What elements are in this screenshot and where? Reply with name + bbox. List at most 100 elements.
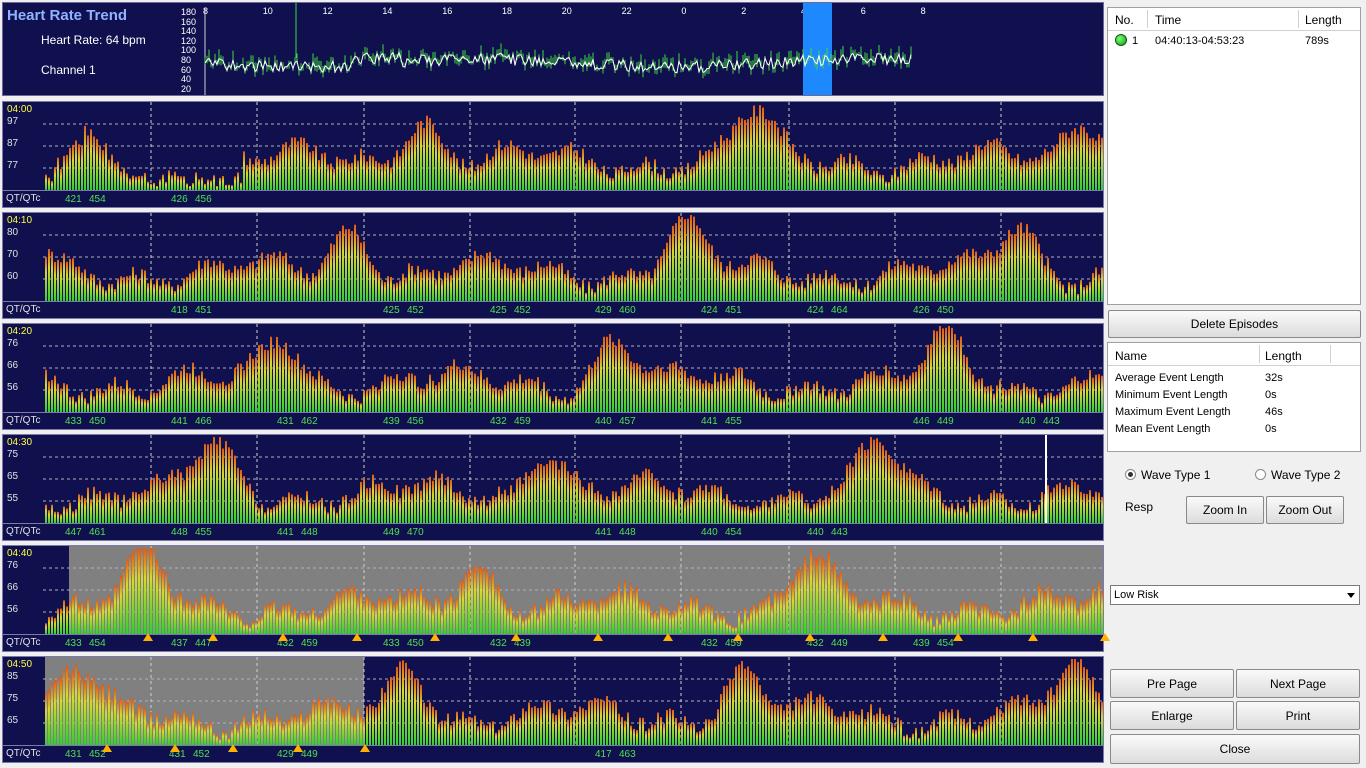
qtc-value: 449 xyxy=(937,416,954,427)
event-marker-arrow-icon[interactable] xyxy=(593,633,603,641)
trend-y-tick: 20 xyxy=(181,83,192,94)
qt-label: QT/QTc xyxy=(6,304,41,315)
zoom-out-button[interactable]: Zoom Out xyxy=(1266,496,1344,524)
event-marker-arrow-icon[interactable] xyxy=(953,633,963,641)
strip-time-label: 04:40 xyxy=(7,548,33,559)
strip-time-label: 04:30 xyxy=(7,437,33,448)
qt-value: 441 xyxy=(277,527,294,538)
strip-y-tick: 55 xyxy=(7,493,19,504)
qt-label: QT/QTc xyxy=(6,415,41,426)
ecg-bars xyxy=(43,546,1103,634)
strip-y-tick: 75 xyxy=(7,449,19,460)
qtc-value: 454 xyxy=(89,194,106,205)
ecg-strip[interactable]: 04:10 80 70 60 QT/QTc 418 451 425 452 425 452 429 46… xyxy=(2,212,1104,322)
wave-type-2-label[interactable]: Wave Type 2 xyxy=(1271,468,1341,482)
strip-y-tick: 60 xyxy=(7,271,19,282)
qtc-value: 448 xyxy=(301,527,318,538)
qt-value: 441 xyxy=(701,416,718,427)
strip-y-tick: 80 xyxy=(7,227,19,238)
episode-header-length[interactable]: Length xyxy=(1305,13,1342,27)
strip-y-tick: 66 xyxy=(7,360,19,371)
ecg-strip[interactable]: 04:30 75 65 55 QT/QTc 447 461 448 455 441 448 449 47… xyxy=(2,434,1104,544)
strip-time-label: 04:20 xyxy=(7,326,33,337)
qtc-value: 451 xyxy=(725,305,742,316)
event-marker-arrow-icon[interactable] xyxy=(430,633,440,641)
qt-value: 424 xyxy=(807,305,824,316)
event-marker-arrow-icon[interactable] xyxy=(208,633,218,641)
event-marker-arrow-icon[interactable] xyxy=(663,633,673,641)
episode-row[interactable]: 1 04:40:13-04:53:23 789s xyxy=(1108,32,1360,50)
resp-label: Resp xyxy=(1125,500,1154,514)
ecg-strip-plot[interactable]: 04:30 75 65 55 xyxy=(2,434,1104,524)
episode-header-no[interactable]: No. xyxy=(1115,13,1134,27)
event-marker-arrow-icon[interactable] xyxy=(511,633,521,641)
event-marker-arrow-icon[interactable] xyxy=(805,633,815,641)
qtc-value: 466 xyxy=(195,416,212,427)
episode-time: 04:40:13-04:53:23 xyxy=(1155,35,1245,47)
qt-row: QT/QTc 433 454 437 447 432 459 433 450 432 439 432 4… xyxy=(2,633,1110,652)
qtc-value: 460 xyxy=(619,305,636,316)
ecg-strip-plot[interactable]: 04:40 76 66 56 xyxy=(2,545,1104,635)
episode-header-time[interactable]: Time xyxy=(1155,13,1182,27)
event-marker-arrow-icon[interactable] xyxy=(278,633,288,641)
heart-rate-trend-panel[interactable]: Heart Rate Trend Heart Rate: 64 bpm Chan… xyxy=(2,2,1104,96)
event-marker-arrow-icon[interactable] xyxy=(228,744,238,752)
delete-episodes-button[interactable]: Delete Episodes xyxy=(1108,310,1361,338)
zoom-in-button[interactable]: Zoom In xyxy=(1186,496,1264,524)
ecg-bars xyxy=(43,324,1103,412)
event-marker-arrow-icon[interactable] xyxy=(170,744,180,752)
trend-plot[interactable] xyxy=(203,3,1103,95)
event-marker-arrow-icon[interactable] xyxy=(1028,633,1038,641)
trend-y-tick: 180 xyxy=(181,7,197,17)
qt-row: QT/QTc 421 454 426 456 xyxy=(2,191,1104,208)
event-marker-arrow-icon[interactable] xyxy=(360,744,370,752)
ecg-strip[interactable]: 04:50 85 75 65 QT/QTc 431 452 431 452 429 449 417 46… xyxy=(2,656,1104,766)
trend-x-tick: 8 xyxy=(203,6,209,16)
stat-value: 0s xyxy=(1265,423,1277,435)
stat-value: 32s xyxy=(1265,372,1283,384)
ecg-strip-plot[interactable]: 04:50 85 75 65 xyxy=(2,656,1104,746)
risk-select[interactable]: Low Risk xyxy=(1110,585,1360,605)
qt-row: QT/QTc 431 452 431 452 429 449 417 463 xyxy=(2,744,1104,763)
ecg-strip[interactable]: 04:20 76 66 56 QT/QTc 433 450 441 466 431 462 439 45… xyxy=(2,323,1104,433)
qt-value: 449 xyxy=(383,527,400,538)
episode-list[interactable]: No. Time Length 1 04:40:13-04:53:23 789s xyxy=(1107,7,1361,305)
close-button[interactable]: Close xyxy=(1110,734,1360,764)
event-marker-arrow-icon[interactable] xyxy=(1100,633,1110,641)
qt-value: 432 xyxy=(807,638,824,649)
qt-value: 421 xyxy=(65,194,82,205)
ecg-strip-plot[interactable]: 04:20 76 66 56 xyxy=(2,323,1104,413)
qtc-value: 456 xyxy=(195,194,212,205)
print-button[interactable]: Print xyxy=(1236,701,1360,730)
event-marker-arrow-icon[interactable] xyxy=(143,633,153,641)
event-marker-arrow-icon[interactable] xyxy=(733,633,743,641)
qt-value: 448 xyxy=(171,527,188,538)
event-marker-arrow-icon[interactable] xyxy=(352,633,362,641)
qtc-value: 470 xyxy=(407,527,424,538)
wave-type-1-radio[interactable] xyxy=(1125,469,1136,480)
stats-header-name[interactable]: Name xyxy=(1115,349,1148,363)
chevron-down-icon[interactable] xyxy=(1347,593,1355,598)
trend-title: Heart Rate Trend xyxy=(7,7,128,24)
strip-y-tick: 97 xyxy=(7,116,19,127)
wave-type-2-radio[interactable] xyxy=(1255,469,1266,480)
qtc-value: 461 xyxy=(89,527,106,538)
qtc-value: 454 xyxy=(937,638,954,649)
qt-value: 431 xyxy=(65,749,82,760)
qt-value: 432 xyxy=(490,416,507,427)
stats-header-length[interactable]: Length xyxy=(1265,349,1302,363)
pre-page-button[interactable]: Pre Page xyxy=(1110,669,1234,698)
trend-y-tick: 80 xyxy=(181,55,192,65)
ecg-strip[interactable]: 04:40 76 66 56 QT/QTc 433 454 437 447 432 459 433 45… xyxy=(2,545,1110,655)
wave-type-1-label[interactable]: Wave Type 1 xyxy=(1141,468,1211,482)
enlarge-button[interactable]: Enlarge xyxy=(1110,701,1234,730)
qt-row: QT/QTc 447 461 448 455 441 448 449 470 441 448 440 4… xyxy=(2,524,1104,541)
trend-x-tick: 0 xyxy=(681,6,687,16)
ecg-strip-plot[interactable]: 04:10 80 70 60 xyxy=(2,212,1104,302)
next-page-button[interactable]: Next Page xyxy=(1236,669,1360,698)
event-marker-arrow-icon[interactable] xyxy=(878,633,888,641)
event-marker-arrow-icon[interactable] xyxy=(293,744,303,752)
event-marker-arrow-icon[interactable] xyxy=(102,744,112,752)
ecg-strip[interactable]: 04:00 97 87 77 QT/QTc 421 454 426 456 xyxy=(2,101,1104,211)
ecg-strip-plot[interactable]: 04:00 97 87 77 xyxy=(2,101,1104,191)
